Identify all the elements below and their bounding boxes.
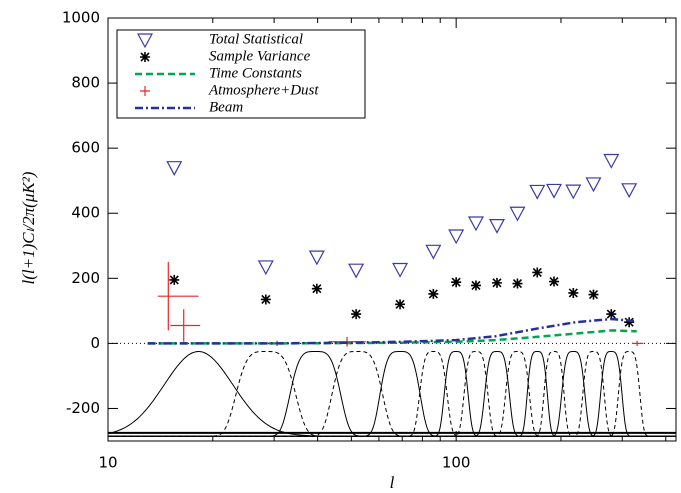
asterisk-marker — [568, 287, 579, 298]
asterisk-marker — [260, 294, 271, 305]
legend-label: Sample Variance — [209, 48, 311, 64]
triangle-marker — [425, 244, 442, 260]
asterisk-marker — [512, 278, 523, 289]
y-tick-label: 800 — [71, 74, 100, 92]
y-tick-label: 0 — [90, 334, 100, 352]
legend-cross — [140, 86, 150, 96]
asterisk-marker — [606, 309, 617, 320]
asterisk-marker — [451, 277, 462, 288]
legend-label: Atmosphere+Dust — [208, 82, 319, 98]
x-tick-label: 10 — [98, 454, 117, 472]
legend-label: Time Constants — [209, 65, 302, 81]
triangle-marker — [257, 260, 274, 276]
triangle-marker — [166, 161, 183, 176]
y-tick-label: 200 — [71, 269, 100, 287]
triangle-marker — [545, 183, 563, 199]
y-tick-label: 600 — [71, 139, 100, 157]
asterisk-marker — [311, 283, 322, 294]
plot-area — [108, 153, 676, 437]
triangle-marker — [529, 184, 546, 200]
triangle-marker — [621, 183, 638, 199]
asterisk-marker — [532, 267, 543, 278]
legend-label: Total Statistical — [209, 31, 303, 47]
triangle-marker — [348, 263, 365, 279]
asterisk-marker — [428, 288, 439, 299]
triangle-marker — [488, 218, 505, 234]
y-tick-label: -200 — [66, 399, 100, 417]
asterisk-marker — [491, 277, 502, 288]
triangle-marker — [509, 206, 526, 222]
series-line — [147, 317, 637, 345]
legend-label: Beam — [209, 99, 243, 115]
asterisk-marker — [140, 52, 150, 62]
y-tick-label: 400 — [71, 204, 100, 222]
asterisk-marker — [169, 274, 180, 285]
asterisk-marker — [624, 317, 635, 328]
triangle-marker — [565, 184, 582, 200]
x-axis-label: l — [390, 473, 395, 492]
asterisk-marker — [395, 299, 406, 310]
y-axis-label: l(l+1)Cₗ/2π(μK²) — [19, 171, 38, 284]
asterisk-marker — [470, 280, 481, 291]
triangle-marker — [585, 177, 602, 193]
y-tick-label: 1000 — [62, 9, 100, 27]
triangle-marker — [136, 33, 154, 49]
asterisk-marker — [588, 289, 599, 300]
x-tick-label: 100 — [442, 454, 471, 472]
asterisk-marker — [351, 309, 362, 320]
plot-frame — [107, 17, 677, 442]
triangle-marker — [467, 216, 484, 232]
triangle-marker — [392, 262, 409, 278]
triangle-marker — [603, 153, 620, 169]
triangle-marker — [308, 250, 325, 266]
triangle-marker — [448, 229, 465, 245]
asterisk-marker — [549, 276, 560, 287]
window-function — [108, 351, 676, 437]
